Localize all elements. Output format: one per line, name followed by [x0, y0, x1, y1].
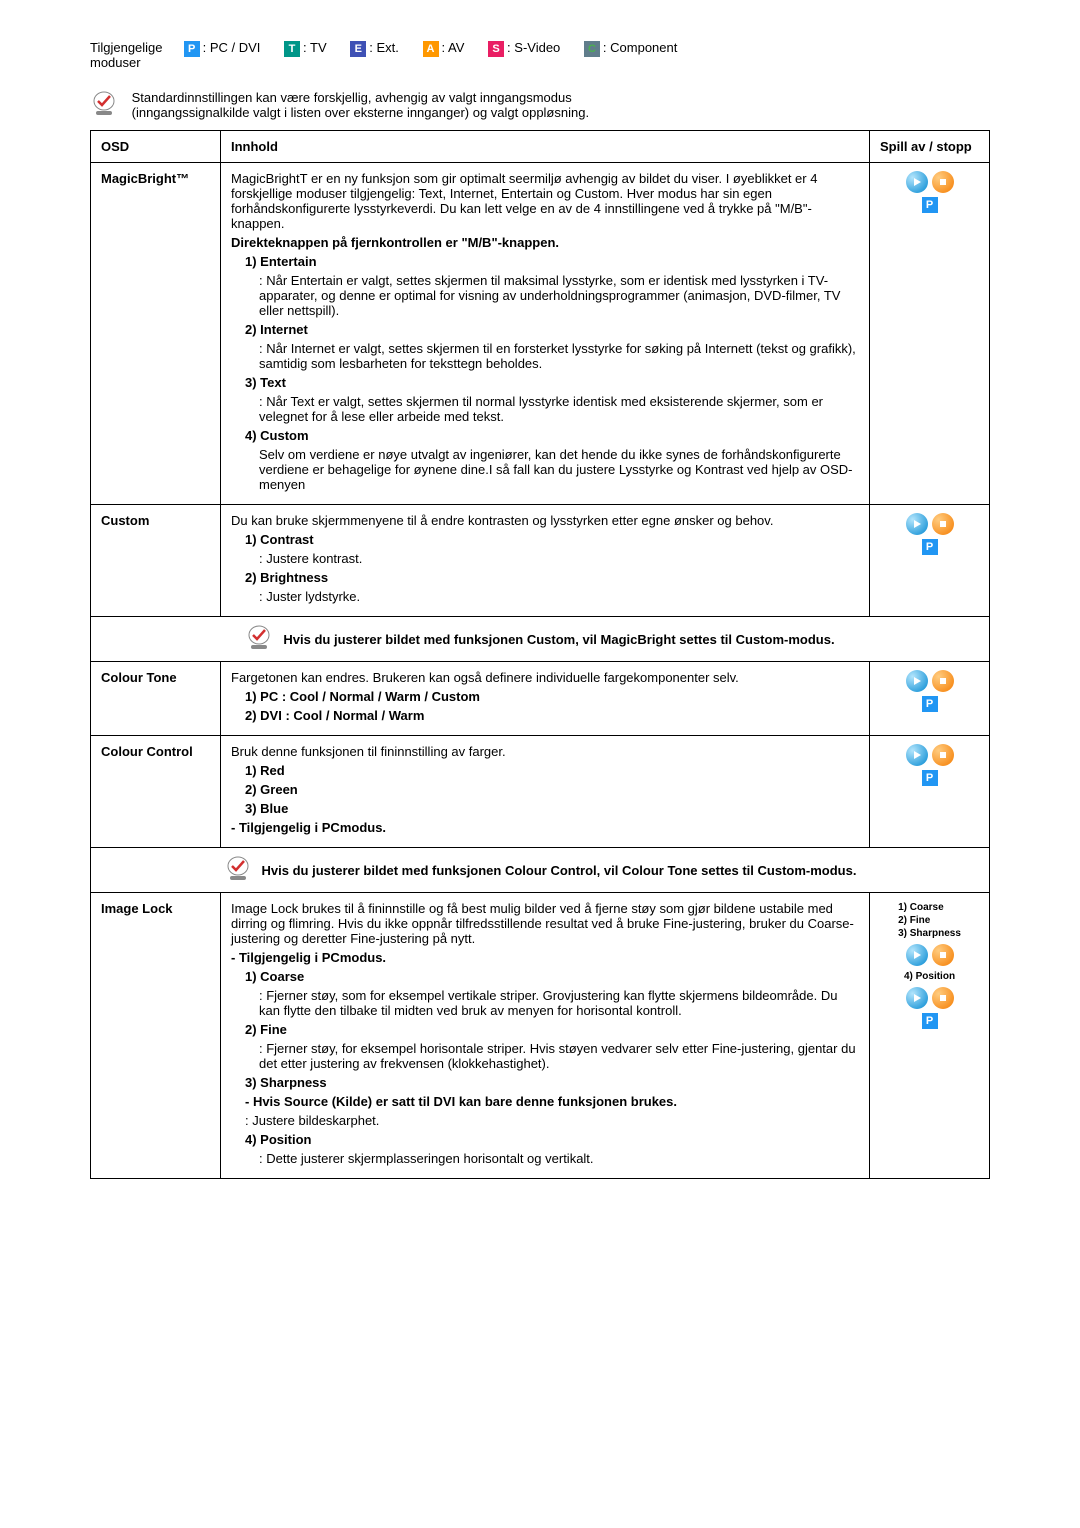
header-spill: Spill av / stopp: [870, 131, 990, 163]
checkmark-icon: [224, 856, 252, 884]
checkmark-icon: [90, 91, 118, 119]
stop-icon[interactable]: [932, 987, 954, 1009]
play-icon[interactable]: [906, 670, 928, 692]
play-icon[interactable]: [906, 171, 928, 193]
legend-item-ext: E: Ext.: [350, 40, 399, 57]
legend-item-av: A: AV: [423, 40, 465, 57]
c-icon: C: [584, 41, 600, 57]
imagelock-content: Image Lock brukes til å fininnstille og …: [221, 893, 870, 1179]
legend-item-tv: T: TV: [284, 40, 327, 57]
p-badge-icon: P: [922, 539, 938, 555]
colourtone-play: P: [870, 662, 990, 736]
colourtone-content: Fargetonen kan endres. Brukeren kan også…: [221, 662, 870, 736]
magicbright-play: P: [870, 163, 990, 505]
checkmark-icon: [245, 625, 273, 653]
note1-text: Hvis du justerer bildet med funksjonen C…: [283, 632, 834, 647]
p-badge-icon: P: [922, 197, 938, 213]
colourtone-title: Colour Tone: [91, 662, 221, 736]
note2-text: Hvis du justerer bildet med funksjonen C…: [262, 863, 857, 878]
imagelock-side-labels: 1) Coarse 2) Fine 3) Sharpness: [898, 901, 961, 940]
s-icon: S: [488, 41, 504, 57]
stop-icon[interactable]: [932, 944, 954, 966]
t-icon: T: [284, 41, 300, 57]
row-magicbright: MagicBright™ MagicBrightT er en ny funks…: [91, 163, 990, 505]
legend-item-svideo: S: S-Video: [488, 40, 560, 57]
p-badge-icon: P: [922, 696, 938, 712]
row-colourcontrol: Colour Control Bruk denne funksjonen til…: [91, 736, 990, 848]
osd-table: OSD Innhold Spill av / stopp MagicBright…: [90, 130, 990, 1179]
stop-icon[interactable]: [932, 744, 954, 766]
p-icon: P: [184, 41, 200, 57]
play-icon[interactable]: [906, 744, 928, 766]
play-icon[interactable]: [906, 944, 928, 966]
row-imagelock: Image Lock Image Lock brukes til å finin…: [91, 893, 990, 1179]
top-note: Standardinnstillingen kan være forskjell…: [90, 90, 990, 120]
legend-items: P: PC / DVI T: TV E: Ext. A: AV S: S-Vid…: [184, 40, 698, 57]
imagelock-side-label-4: 4) Position: [904, 970, 955, 983]
imagelock-title: Image Lock: [91, 893, 221, 1179]
custom-title: Custom: [91, 505, 221, 617]
legend-label: Tilgjengelige moduser: [90, 40, 180, 70]
stop-icon[interactable]: [932, 670, 954, 692]
colourcontrol-content: Bruk denne funksjonen til fininnstilling…: [221, 736, 870, 848]
imagelock-play: 1) Coarse 2) Fine 3) Sharpness 4) Positi…: [870, 893, 990, 1179]
note-row-1: Hvis du justerer bildet med funksjonen C…: [91, 617, 990, 662]
header-row: OSD Innhold Spill av / stopp: [91, 131, 990, 163]
magicbright-title: MagicBright™: [91, 163, 221, 505]
legend-item-component: C: Component: [584, 40, 677, 57]
colourcontrol-title: Colour Control: [91, 736, 221, 848]
header-osd: OSD: [91, 131, 221, 163]
play-icon[interactable]: [906, 513, 928, 535]
magicbright-content: MagicBrightT er en ny funksjon som gir o…: [221, 163, 870, 505]
p-badge-icon: P: [922, 770, 938, 786]
top-note-line2: (inngangssignalkilde valgt i listen over…: [132, 105, 589, 120]
play-icon[interactable]: [906, 987, 928, 1009]
colourcontrol-play: P: [870, 736, 990, 848]
legend-item-pc: P: PC / DVI: [184, 40, 261, 57]
top-note-line1: Standardinnstillingen kan være forskjell…: [132, 90, 572, 105]
p-badge-icon: P: [922, 1013, 938, 1029]
custom-content: Du kan bruke skjermmenyene til å endre k…: [221, 505, 870, 617]
row-custom: Custom Du kan bruke skjermmenyene til å …: [91, 505, 990, 617]
note-row-2: Hvis du justerer bildet med funksjonen C…: [91, 848, 990, 893]
stop-icon[interactable]: [932, 171, 954, 193]
row-colourtone: Colour Tone Fargetonen kan endres. Bruke…: [91, 662, 990, 736]
custom-play: P: [870, 505, 990, 617]
a-icon: A: [423, 41, 439, 57]
e-icon: E: [350, 41, 366, 57]
stop-icon[interactable]: [932, 513, 954, 535]
header-innhold: Innhold: [221, 131, 870, 163]
mode-legend: Tilgjengelige moduser P: PC / DVI T: TV …: [90, 40, 990, 70]
